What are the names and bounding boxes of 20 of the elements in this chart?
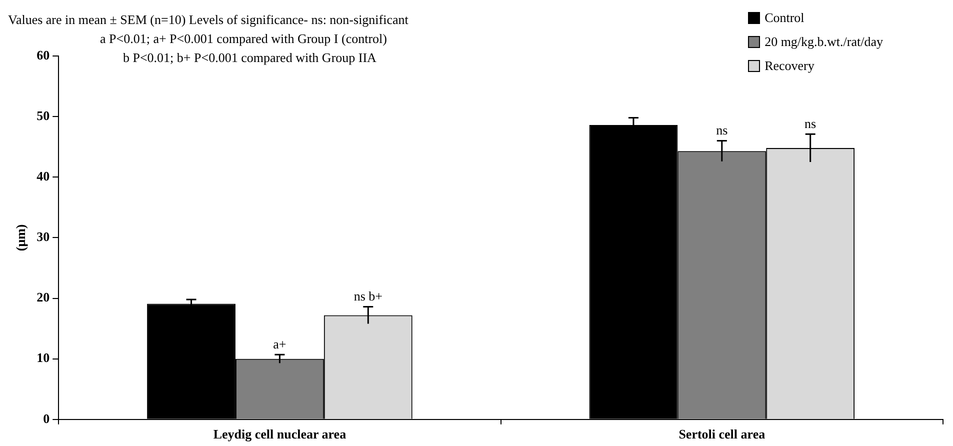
y-tick-label: 20	[36, 290, 50, 305]
annotation: ns	[716, 122, 728, 138]
y-tick-label: 50	[36, 108, 50, 123]
text: a P<0.01; a+ P<0.001 compared with Group I (control)	[99, 30, 388, 48]
y-tick-label: 10	[36, 350, 50, 366]
text: Values are in mean ± SEM (n=10) Levels of significance- ns: non-significant	[8, 11, 408, 29]
annotation: ns b+	[354, 288, 382, 304]
y-tick-label: 30	[36, 229, 50, 244]
legend-label: Control	[764, 9, 804, 27]
x-tick-label: Sertoli cell area	[678, 426, 766, 442]
y-axis-title: (μm)	[13, 224, 28, 252]
annotation: a+	[273, 336, 286, 352]
legend-label: Recovery	[764, 57, 814, 75]
legend-label: 20 mg/kg.b.wt./rat/day	[764, 33, 883, 51]
annotation: ns	[804, 116, 816, 132]
y-tick-label: 40	[36, 168, 50, 184]
y-tick-label: 0	[43, 410, 50, 426]
x-tick-label: Leydig cell nuclear area	[213, 426, 347, 442]
y-tick-label: 60	[36, 47, 50, 62]
annotation: b P<0.01; b+ P<0.001 compared with Group IIA	[123, 50, 376, 65]
